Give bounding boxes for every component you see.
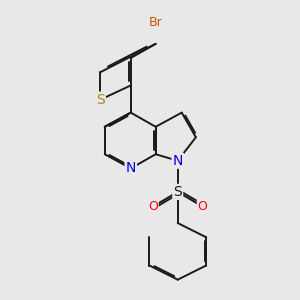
Text: S: S <box>96 93 105 106</box>
Text: O: O <box>148 200 158 213</box>
Text: N: N <box>126 161 136 176</box>
Text: S: S <box>173 185 182 199</box>
Text: Br: Br <box>149 16 163 29</box>
Text: N: N <box>172 154 183 168</box>
Text: O: O <box>198 200 208 213</box>
